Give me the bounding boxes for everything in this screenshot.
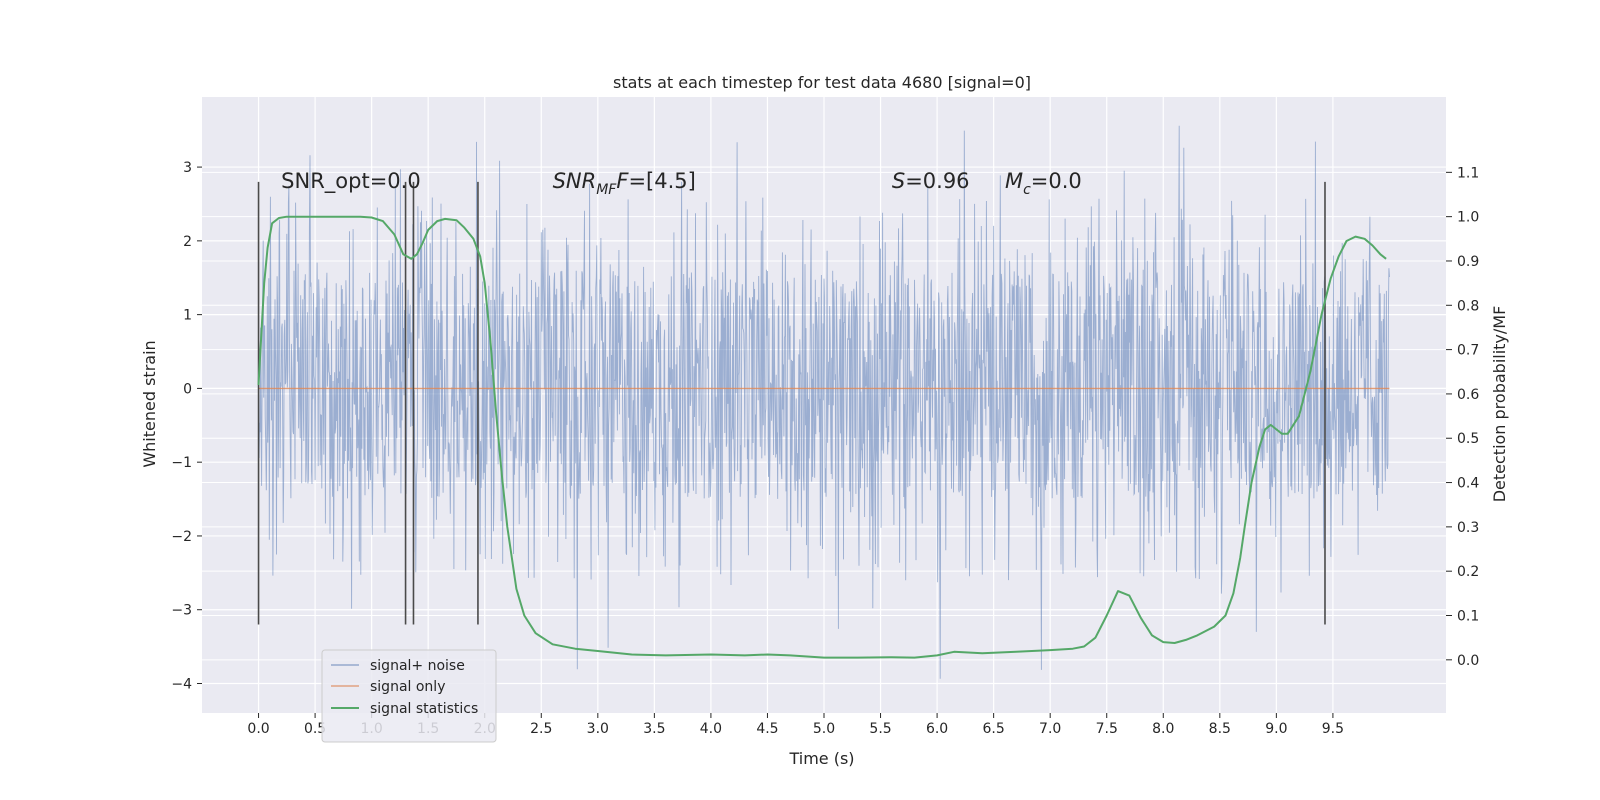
x-tick-label: 0.0 <box>247 721 269 737</box>
legend-entry-noise: signal+ noise <box>331 658 465 674</box>
annotation-1: SNRMFF=[4.5] <box>553 169 696 198</box>
y-tick-label: 2 <box>183 234 192 250</box>
x-tick-label: 7.5 <box>1096 721 1118 737</box>
annotation-3: Mc=0.0 <box>1005 169 1082 198</box>
x-tick-label: 9.5 <box>1322 721 1344 737</box>
x-tick-label: 5.5 <box>869 721 891 737</box>
x-tick-label: 5.0 <box>813 721 835 737</box>
noise-trace <box>258 125 1390 679</box>
y2-tick-label: 0.0 <box>1457 653 1479 669</box>
x-tick-label: 4.0 <box>700 721 722 737</box>
y-tick-label: 1 <box>183 308 192 324</box>
legend-label-noise: signal+ noise <box>370 658 465 674</box>
x-tick-label: 6.0 <box>926 721 948 737</box>
x-tick-label: 8.5 <box>1209 721 1231 737</box>
y-tick-label: −4 <box>171 676 192 692</box>
y-axis-label: Whitened strain <box>140 340 159 467</box>
y2-tick-label: 0.9 <box>1457 254 1479 270</box>
chart-title: stats at each timestep for test data 468… <box>613 73 1031 92</box>
legend-box <box>321 649 497 743</box>
x-tick-label: 4.5 <box>756 721 778 737</box>
annotation-part: =0.96 <box>905 169 969 193</box>
noise-series-layer <box>258 125 1390 679</box>
legend-label-statistics: signal statistics <box>370 701 478 717</box>
annotation-part: F <box>616 169 629 193</box>
y2-tick-label: 0.3 <box>1457 520 1479 536</box>
y2-tick-label: 0.2 <box>1457 564 1479 580</box>
y-tick-label: −1 <box>171 455 192 471</box>
statistics-layer <box>257 215 1387 659</box>
annotation-part: S <box>892 169 905 193</box>
annotation-part: M <box>1005 169 1023 193</box>
annotation-2: S=0.96 <box>892 169 970 193</box>
x-tick-label: 6.5 <box>983 721 1005 737</box>
vertical-marker-layer <box>257 181 1326 625</box>
y2-tick-label: 0.1 <box>1457 609 1479 625</box>
x-tick-label: 3.0 <box>587 721 609 737</box>
x-tick-label: 0.5 <box>304 721 326 737</box>
annotation-part: =0.0 <box>1031 169 1082 193</box>
x-tick-label: 2.5 <box>530 721 552 737</box>
legend-entry-statistics: signal statistics <box>331 701 478 717</box>
x-tick-label: 9.0 <box>1265 721 1287 737</box>
x-tick-label: 3.5 <box>643 721 665 737</box>
y-tick-label: 3 <box>183 160 192 176</box>
annotation-subscript: MF <box>596 182 617 198</box>
y2-tick-label: 0.5 <box>1457 431 1479 447</box>
y-tick-label: 0 <box>183 381 192 397</box>
y2-axis-label: Detection probability/MF <box>1490 306 1509 503</box>
y2-tick-label: 0.4 <box>1457 476 1479 492</box>
y2-tick-label: 1.0 <box>1457 210 1479 226</box>
legend: signal+ noise signal only signal statist… <box>321 649 497 743</box>
statistics-curve <box>257 215 1387 659</box>
x-tick-label: 8.0 <box>1152 721 1174 737</box>
legend-entry-signal-only: signal only <box>331 679 445 695</box>
y2-tick-label: 0.7 <box>1457 343 1479 359</box>
annotation-subscript: c <box>1023 182 1031 198</box>
annotation-part: SNR <box>553 169 597 193</box>
y-tick-label: −2 <box>171 529 192 545</box>
y2-tick-label: 0.6 <box>1457 387 1479 403</box>
legend-label-signal-only: signal only <box>370 679 445 695</box>
annotation-0: SNR_opt=0.0 <box>281 169 421 194</box>
y2-tick-label: 0.8 <box>1457 298 1479 314</box>
x-axis-label: Time (s) <box>788 749 854 768</box>
x-tick-label: 7.0 <box>1039 721 1061 737</box>
y2-tick-label: 1.1 <box>1457 165 1479 181</box>
y-tick-label: −3 <box>171 603 192 619</box>
annotation-part: =[4.5] <box>628 169 695 193</box>
annotation-layer: SNR_opt=0.0 SNRMFF=[4.5] S=0.96 Mc=0.0 <box>281 169 1082 198</box>
